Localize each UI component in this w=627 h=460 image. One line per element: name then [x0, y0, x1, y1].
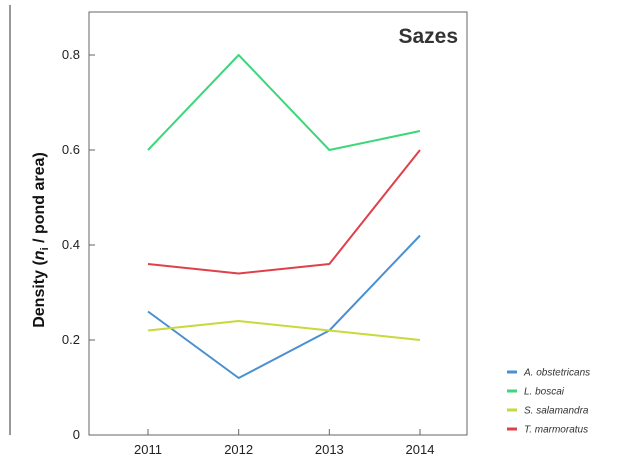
legend-label: L. boscai: [524, 387, 565, 398]
series-line-t-marmoratus: [147, 149, 421, 275]
y-tick-label: 0.4: [62, 237, 80, 252]
plot-frame: [88, 11, 468, 436]
series-line-s-salamandra: [147, 320, 421, 341]
y-tick-label: 0: [73, 427, 80, 442]
y-tick-label: 0.8: [62, 47, 80, 62]
legend: A. obstetricans L. boscai S. salamandra T. …: [507, 368, 590, 436]
x-axis: 2011 2012 2013 2014: [134, 429, 434, 457]
x-tick-label: 2013: [315, 442, 344, 457]
x-tick-label: 2014: [406, 442, 435, 457]
legend-label: A. obstetricans: [523, 368, 590, 379]
series-line-a-obstetricans: [147, 234, 421, 379]
series-layer: [147, 54, 421, 379]
y-tick-label: 0.6: [62, 142, 80, 157]
y-axis: 0 0.2 0.4 0.6 0.8: [62, 47, 95, 442]
x-tick-label: 2012: [224, 442, 253, 457]
legend-label: S. salamandra: [524, 406, 589, 417]
x-tick-label: 2011: [134, 442, 162, 457]
series-line-l-boscai: [147, 54, 421, 151]
y-axis-label: Density (ni / pond area): [31, 152, 51, 328]
panel-title: Sazes: [398, 25, 458, 48]
legend-label: T. marmoratus: [524, 425, 588, 436]
y-tick-label: 0.2: [62, 332, 80, 347]
